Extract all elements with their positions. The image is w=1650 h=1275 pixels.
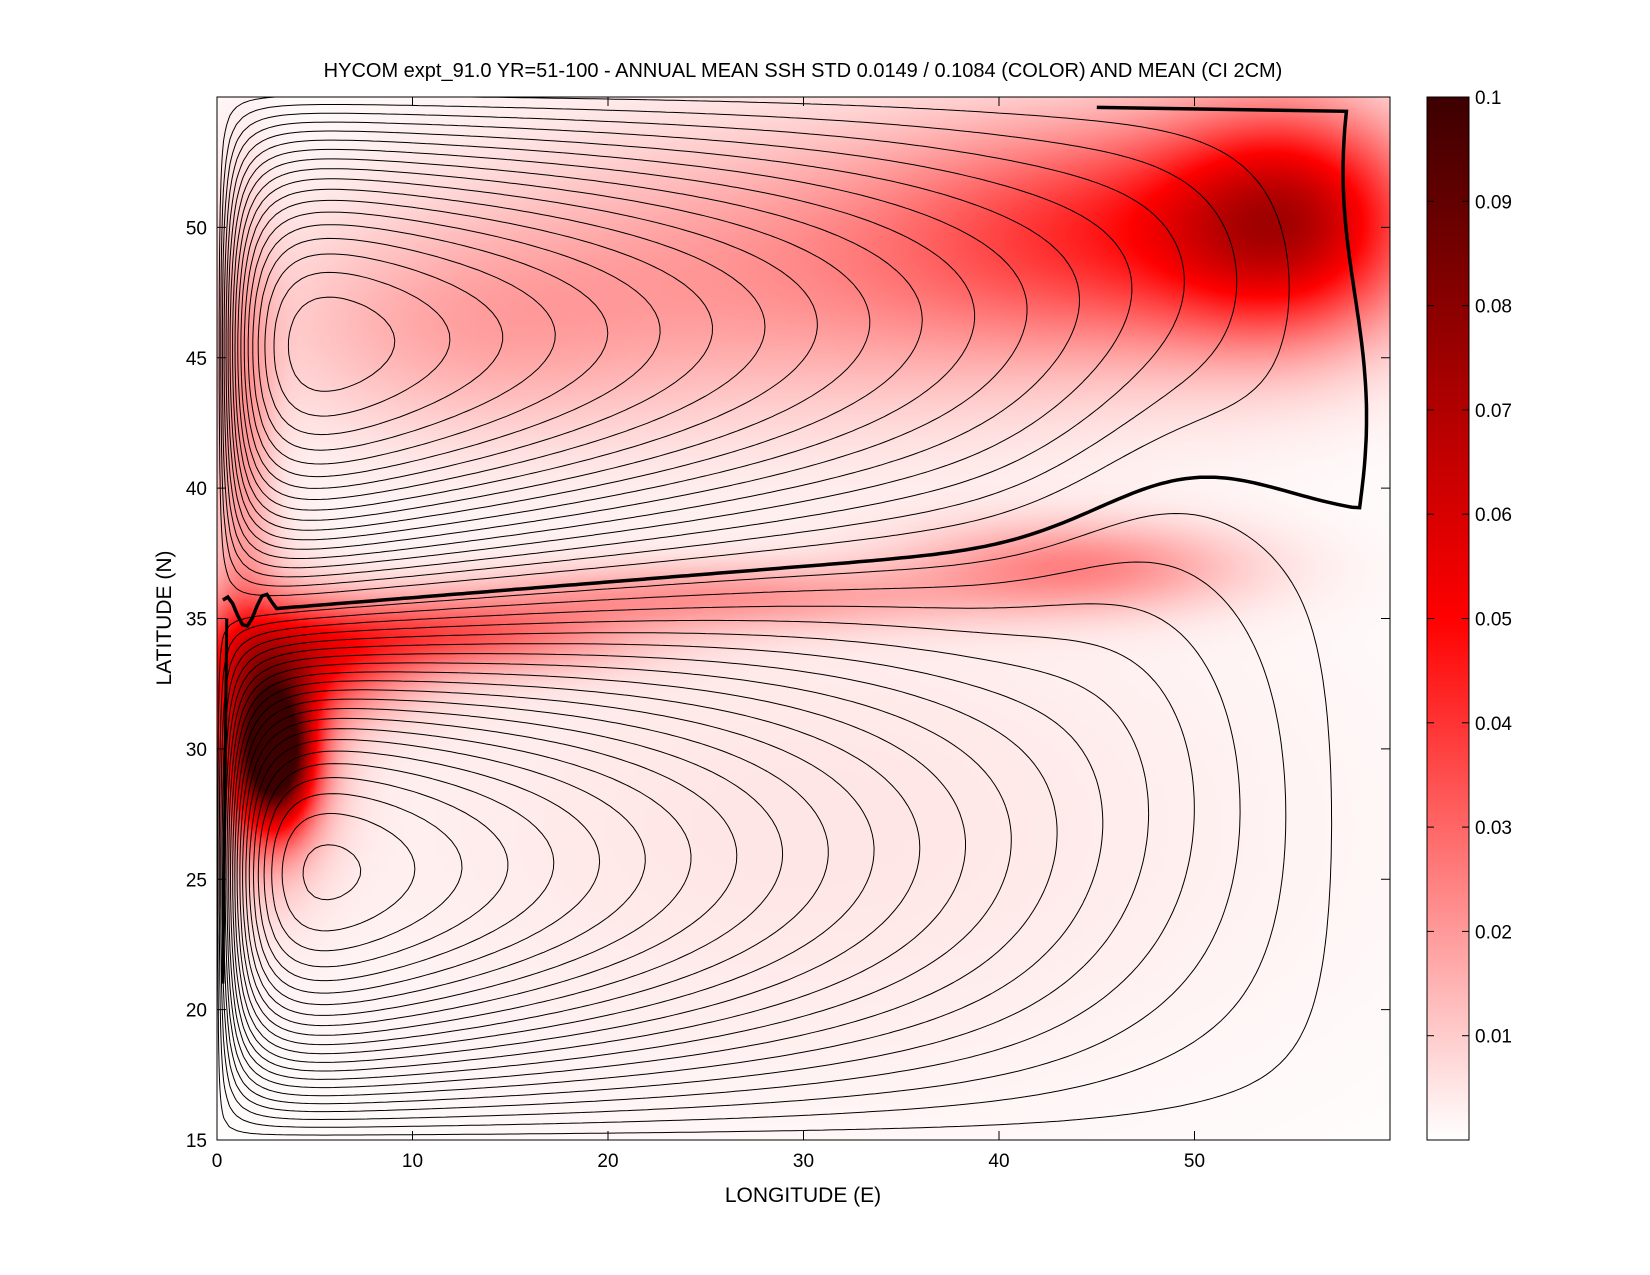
contour-line [252, 224, 609, 465]
contour-line [253, 750, 601, 994]
chart-title: HYCOM expt_91.0 YR=51-100 - ANNUAL MEAN … [324, 60, 1283, 82]
contour-line [239, 708, 784, 1036]
y-tick-label: 45 [186, 349, 207, 370]
x-axis: 0 10 20 30 40 50 [212, 97, 1205, 1172]
x-axis-title: LONGITUDE (E) [725, 1184, 881, 1207]
contour-line [226, 653, 1058, 1089]
contour-line [230, 671, 966, 1072]
x-tick-label: 0 [212, 1151, 223, 1172]
contour-line [257, 763, 555, 982]
contour-line [220, 104, 1238, 587]
contour-line [218, 561, 1287, 1128]
contour-line [287, 296, 396, 392]
contour-line [224, 643, 1104, 1097]
x-tick-label: 40 [988, 1151, 1009, 1172]
colorbar-tick-label: 0.04 [1475, 714, 1512, 735]
colorbar-tick-label: 0.09 [1475, 192, 1512, 213]
contour-line [220, 603, 1241, 1120]
colorbar-tick-label: 0.06 [1475, 505, 1512, 526]
x-tick-label: 30 [793, 1151, 814, 1172]
contour-line [271, 793, 463, 952]
y-tick-label: 50 [186, 218, 207, 239]
y-tick-label: 35 [186, 610, 207, 631]
contour-line [225, 130, 1080, 559]
y-tick-label: 25 [186, 870, 207, 891]
colorbar-tick-label: 0.05 [1475, 610, 1512, 631]
contour-line [264, 253, 504, 436]
contour-line [245, 728, 692, 1016]
contour-line [248, 739, 646, 1006]
colorbar-tick-label: 0.03 [1475, 818, 1512, 839]
contour-line [281, 813, 416, 932]
y-tick-label: 15 [186, 1131, 207, 1152]
contour-line [237, 178, 818, 511]
colorbar-tick-label: 0.08 [1475, 297, 1512, 318]
contour-line [263, 777, 509, 968]
x-tick-label: 20 [597, 1151, 618, 1172]
contour-line [242, 717, 738, 1027]
contour-line [302, 844, 362, 901]
y-tick-label: 30 [186, 740, 207, 761]
contour-line [229, 148, 976, 541]
contour-line [223, 121, 1133, 569]
y-tick-label: 20 [186, 1001, 207, 1022]
contour-line [247, 211, 661, 478]
contour-line [227, 139, 1028, 550]
contour-line [221, 112, 1185, 578]
x-tick-label: 50 [1184, 1151, 1205, 1172]
colorbar-tick-label: 0.02 [1475, 922, 1512, 943]
contour-line [273, 271, 451, 417]
zero-contour-line [221, 105, 1369, 984]
plot-area: 0 10 20 30 40 50 15 20 25 30 35 40 45 50 [186, 96, 1391, 1172]
mean-ssh-contours [217, 97, 1333, 1136]
contour-line [240, 188, 766, 500]
y-axis-title: LATITUDE (N) [153, 551, 176, 686]
contour-line [234, 168, 871, 521]
ssh-std-color-field [217, 97, 1390, 1140]
y-tick-label: 40 [186, 479, 207, 500]
contour-line [243, 199, 713, 489]
colorbar-ticks: 0.01 0.02 0.03 0.04 0.05 0.06 0.07 0.08 0.09 0.1 [1427, 88, 1512, 1048]
contour-line [257, 237, 556, 451]
contour-line [232, 158, 923, 531]
contour-line [234, 689, 875, 1055]
western-boundary-contour [221, 618, 229, 984]
colorbar-tick-label: 0.07 [1475, 401, 1512, 422]
x-tick-label: 10 [402, 1151, 423, 1172]
colorbar: 0.01 0.02 0.03 0.04 0.05 0.06 0.07 0.08 0.09 0.1 [1426, 88, 1512, 1141]
colorbar-tick-label: 0.1 [1475, 88, 1501, 109]
colorbar-tick-label: 0.01 [1475, 1027, 1512, 1048]
contour-line [221, 619, 1195, 1113]
contour-line [236, 698, 829, 1046]
y-axis: 15 20 25 30 35 40 45 50 [186, 218, 1390, 1152]
contour-line [232, 680, 921, 1063]
contour-line [228, 662, 1012, 1080]
contour-line [217, 513, 1333, 1136]
zero-contour [222, 105, 1369, 629]
